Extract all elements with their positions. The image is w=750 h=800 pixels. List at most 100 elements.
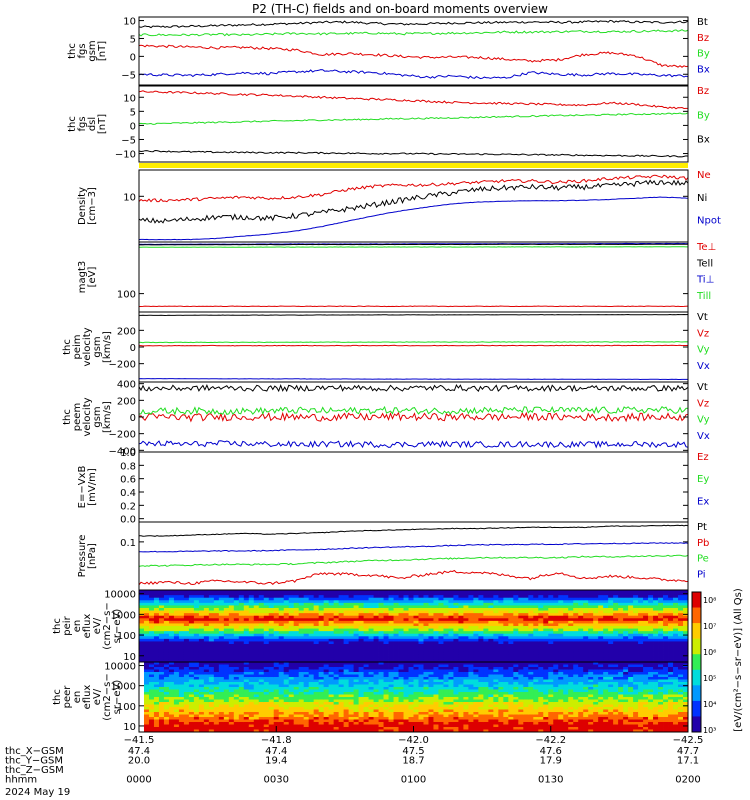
heatmap-cell (493, 651, 499, 655)
heatmap-cell (363, 641, 369, 645)
heatmap-cell (598, 620, 604, 624)
heatmap-cell (423, 651, 429, 655)
heatmap-cell (438, 605, 444, 609)
heatmap-cell (473, 626, 479, 629)
heatmap-cell (438, 628, 444, 632)
heatmap-cell (568, 654, 574, 658)
heatmap-cell (158, 636, 165, 640)
heatmap-cell (398, 626, 404, 629)
heatmap-cell (363, 724, 369, 728)
heatmap-cell (358, 667, 364, 670)
heatmap-cell (283, 602, 290, 606)
heatmap-cell (398, 692, 404, 695)
heatmap-cell (538, 656, 544, 660)
heatmap-cell (628, 641, 634, 645)
heatmap-cell (388, 672, 394, 675)
heatmap-cell (628, 608, 634, 611)
heatmap-cell (158, 620, 165, 624)
heatmap-cell (198, 626, 205, 629)
heatmap-cell (228, 669, 235, 673)
heatmap-cell (163, 644, 170, 647)
heatmap-cell (158, 597, 165, 601)
heatmap-cell (303, 727, 310, 730)
heatmap-cell (333, 623, 340, 627)
heatmap-cell (233, 610, 240, 614)
heatmap-cell (178, 644, 185, 647)
heatmap-cell (223, 684, 230, 688)
heatmap-cell (313, 709, 320, 713)
heatmap-cell (433, 704, 439, 708)
heatmap-cell (388, 636, 394, 640)
heatmap-cell (438, 615, 444, 619)
heatmap-cell (553, 592, 559, 596)
heatmap-cell (493, 644, 499, 647)
heatmap-cell (413, 722, 419, 725)
heatmap-cell (148, 724, 155, 728)
heatmap-cell (393, 656, 399, 660)
heatmap-cell (183, 592, 190, 596)
heatmap-cell (348, 697, 355, 700)
heatmap-cell (573, 636, 579, 640)
heatmap-cell (388, 684, 394, 688)
heatmap-cell (598, 628, 604, 632)
heatmap-cell (188, 702, 195, 705)
heatmap-cell (423, 646, 429, 650)
heatmap-cell (488, 651, 494, 655)
heatmap-cell (603, 592, 609, 596)
heatmap-cell (328, 620, 335, 624)
heatmap-cell (413, 649, 419, 653)
heatmap-cell (348, 687, 355, 690)
heatmap-cell (598, 659, 604, 663)
heatmap-cell (263, 595, 270, 599)
heatmap-cell (208, 714, 215, 718)
heatmap-cell (198, 605, 205, 609)
heatmap-cell (328, 656, 335, 660)
heatmap-cell (418, 623, 424, 627)
heatmap-cell (648, 651, 654, 655)
heatmap-cell (383, 704, 389, 708)
heatmap-cell (298, 615, 305, 619)
heatmap-cell (348, 727, 355, 730)
heatmap-cell (598, 656, 604, 660)
heatmap-cell (253, 618, 260, 622)
heatmap-cell (348, 707, 355, 710)
heatmap-cell (258, 719, 265, 723)
heatmap-cell (168, 699, 175, 703)
heatmap-cell (483, 659, 489, 663)
heatmap-cell (183, 600, 190, 604)
heatmap-cell (473, 659, 479, 663)
heatmap-cell (328, 605, 335, 609)
heatmap-cell (658, 613, 664, 617)
heatmap-cell (263, 689, 270, 693)
heatmap-cell (438, 694, 444, 698)
heatmap-cell (223, 602, 230, 606)
heatmap-cell (208, 628, 215, 632)
heatmap-cell (203, 694, 210, 698)
heatmap-cell (428, 724, 434, 728)
heatmap-cell (278, 605, 285, 609)
series-line-Ne (138, 174, 689, 203)
heatmap-cell (348, 709, 355, 713)
heatmap-cell (278, 677, 285, 680)
heatmap-cell (313, 638, 320, 642)
heatmap-cell (533, 613, 539, 617)
heatmap-cell (248, 649, 255, 653)
heatmap-cell (668, 651, 674, 655)
heatmap-cell (368, 638, 374, 642)
heatmap-cell (588, 631, 594, 635)
heatmap-cell (448, 644, 454, 647)
heatmap-cell (278, 662, 285, 665)
heatmap-cell (348, 656, 355, 660)
heatmap-cell (233, 618, 240, 622)
heatmap-cell (353, 669, 359, 673)
heatmap-cell (578, 641, 584, 645)
heatmap-cell (413, 600, 419, 604)
heatmap-cell (288, 717, 295, 720)
heatmap-cell (243, 672, 250, 675)
heatmap-cell (343, 709, 350, 713)
heatmap-cell (343, 712, 350, 715)
heatmap-cell (163, 682, 170, 685)
heatmap-cell (173, 699, 180, 703)
heatmap-cell (243, 717, 250, 720)
heatmap-cell (139, 620, 145, 624)
